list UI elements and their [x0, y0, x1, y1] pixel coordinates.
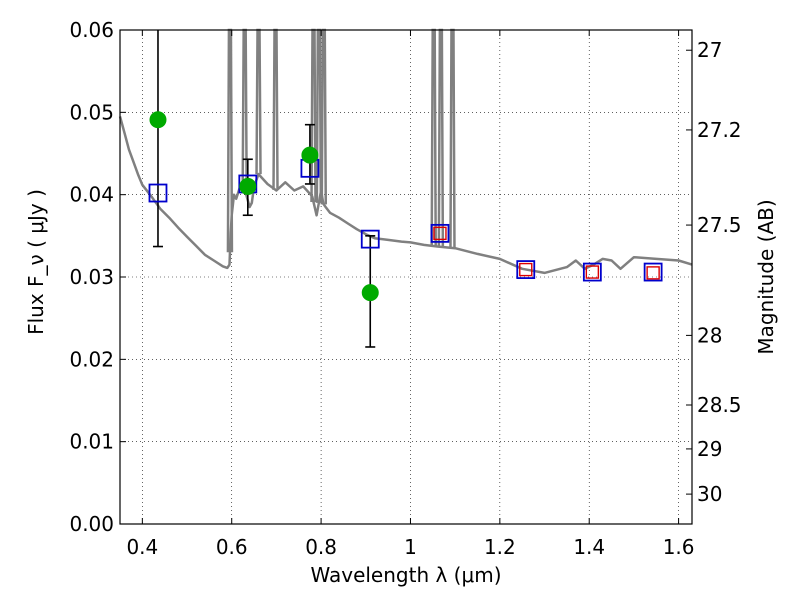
- y-tick-label: 0.02: [69, 347, 114, 371]
- x-tick-label: 0.6: [216, 535, 248, 559]
- x-axis-label: Wavelength λ (μm): [310, 563, 501, 587]
- axis-ticks: 0.4 0.6 0.8 1 1.2 1.4 1.6 0.00 0.01 0.02 0.03 0.04 0…: [69, 18, 741, 559]
- x-tick-label: 1.2: [484, 535, 516, 559]
- x-tick-label: 0.8: [305, 535, 337, 559]
- right-tick-label: 28: [697, 323, 722, 347]
- photometry-markers: [148, 111, 663, 302]
- model-photometry-square: [430, 223, 450, 243]
- emission-line-spike: [226, 28, 234, 253]
- emission-line-spike: [320, 28, 328, 205]
- emission-line-spike: [449, 28, 456, 248]
- x-tick-label: 1.4: [573, 535, 605, 559]
- model-photometry-red-square: [585, 265, 600, 279]
- error-bars: [152, 30, 376, 348]
- x-tick-label: 0.4: [126, 535, 158, 559]
- x-tick-label: 1: [404, 535, 417, 559]
- y-tick-label: 0.01: [69, 430, 114, 454]
- emission-line-spike: [272, 28, 279, 190]
- right-tick-label: 27.5: [697, 213, 742, 237]
- right-tick-label: 29: [697, 437, 722, 461]
- emission-line-spike: [430, 28, 437, 247]
- y-axis-right-label: Magnitude (AB): [754, 199, 778, 354]
- y-tick-label: 0.05: [69, 100, 114, 124]
- plot-frame: [119, 29, 693, 525]
- gridlines: [120, 30, 692, 524]
- model-photometry-square: [148, 183, 168, 203]
- model-photometry-square: [582, 262, 602, 282]
- model-photometry-square: [516, 260, 536, 279]
- observed-flux-point: [361, 284, 379, 302]
- observed-flux-point: [239, 177, 257, 195]
- y-tick-label: 0.03: [69, 265, 114, 289]
- model-photometry-square: [643, 262, 663, 282]
- y-tick-label: 0.04: [69, 183, 114, 207]
- right-tick-label: 27.2: [697, 118, 742, 142]
- right-tick-label: 30: [697, 482, 722, 506]
- y-tick-label: 0.00: [69, 512, 114, 536]
- y-axis-label: Flux F_ν ( μJy ): [24, 189, 48, 335]
- model-photometry-square: [360, 229, 380, 249]
- emission-line-spike: [437, 28, 445, 247]
- observed-flux-point: [301, 146, 319, 164]
- model-photometry-red-square: [433, 226, 447, 241]
- x-tick-label: 1.6: [663, 535, 695, 559]
- model-photometry-red-square: [519, 262, 533, 277]
- model-photometry-red-square: [646, 266, 660, 280]
- sed-model-spectrum: [118, 28, 693, 275]
- emission-line-spike: [255, 28, 262, 175]
- sed-model-line: [118, 116, 693, 275]
- right-tick-label: 28.5: [697, 393, 742, 417]
- observed-flux-point: [149, 111, 167, 129]
- y-tick-label: 0.06: [69, 18, 114, 42]
- emission-line-spike: [241, 28, 248, 190]
- right-tick-label: 27: [697, 38, 722, 62]
